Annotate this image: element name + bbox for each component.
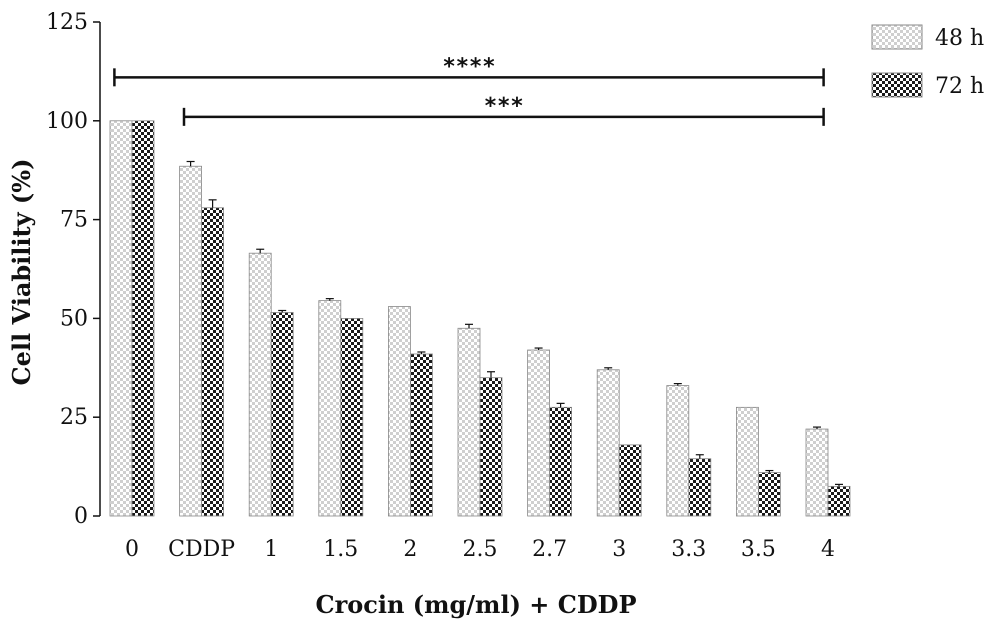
bar-48h	[666, 385, 690, 517]
bar-48h	[318, 300, 342, 517]
bar-72h	[827, 485, 851, 517]
y-tick-label: 125	[46, 10, 88, 35]
bar-48h	[736, 406, 759, 517]
x-tick-label: 1	[264, 537, 278, 562]
significance-label: ****	[443, 54, 496, 79]
legend-label: 72 h	[935, 74, 984, 99]
x-tick-label: 2.5	[463, 537, 498, 562]
significance-brackets: *******	[113, 54, 825, 126]
bar-72h	[479, 377, 503, 517]
bar-72h	[758, 472, 781, 517]
bar-48h	[527, 349, 550, 517]
x-tick-label: 3.3	[671, 537, 706, 562]
bar-72h	[409, 353, 433, 517]
x-tick-label: 3	[612, 537, 626, 562]
bar-48h	[179, 165, 203, 517]
x-tick-label: 4	[821, 537, 835, 562]
legend-swatch	[871, 24, 923, 50]
axes	[93, 21, 101, 517]
y-tick-label: 100	[46, 109, 88, 134]
bar-72h	[618, 444, 642, 517]
bar-72h	[549, 406, 572, 517]
significance-label: ***	[484, 94, 524, 119]
bars	[109, 120, 851, 517]
axis-labels: 0 25 50 75 100 125 0 CDDP 1 1.5 2 2.5 2.7 3 3.3 3.5 4	[46, 10, 835, 562]
y-tick-label: 50	[60, 306, 88, 331]
y-tick-label: 25	[60, 405, 88, 430]
bar-48h	[805, 428, 829, 517]
x-tick-label: 2.7	[532, 537, 567, 562]
x-tick-label: CDDP	[168, 537, 235, 562]
legend: 48 h 72 h	[871, 24, 984, 99]
x-tick-label: 0	[125, 537, 139, 562]
bar-48h	[596, 369, 620, 517]
bar-48h	[457, 327, 481, 517]
bar-72h	[340, 317, 364, 517]
x-tick-label: 1.5	[323, 537, 358, 562]
bar-72h	[201, 207, 225, 517]
legend-label: 48 h	[935, 26, 984, 51]
bar-72h	[270, 312, 294, 517]
bar-48h	[248, 252, 272, 517]
bar-72h	[688, 458, 712, 517]
y-axis-title: Cell Viability (%)	[7, 159, 36, 386]
y-tick-label: 0	[74, 504, 88, 529]
bar-48h	[109, 120, 133, 517]
legend-swatch	[871, 72, 923, 98]
bar-48h	[387, 306, 411, 517]
x-axis-title: Crocin (mg/ml) + CDDP	[315, 590, 636, 619]
y-tick-label: 75	[60, 208, 88, 233]
x-tick-label: 3.5	[741, 537, 776, 562]
x-tick-label: 2	[403, 537, 417, 562]
bar-72h	[131, 120, 155, 517]
